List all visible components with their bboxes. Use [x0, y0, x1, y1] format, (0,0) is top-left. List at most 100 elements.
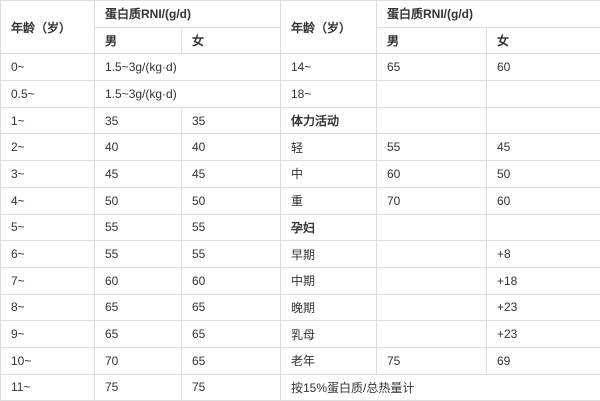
table-cell: 重 [280, 186, 377, 215]
table-row: 6~ 55 55 早期 +8 [0, 240, 600, 268]
table-cell: 5~ [0, 213, 95, 242]
table-cell: 69 [486, 346, 600, 375]
table-row: 9~ 65 65 乳母 +23 [0, 320, 600, 348]
table-cell: 65 [94, 293, 182, 322]
table-cell: 8~ [0, 293, 95, 322]
header-age: 年龄（岁） [0, 0, 95, 55]
table-cell [486, 80, 600, 108]
header-row-2: 男女男女 [1, 26, 600, 55]
table-row: 8~ 65 65 晚期 +23 [0, 293, 600, 322]
table-cell: 6~ [0, 240, 95, 268]
header-protein-rni: 蛋白质RNI/(g/d) [94, 0, 281, 28]
table-cell: 10~ [0, 346, 95, 375]
table-cell: 乳母 [280, 320, 377, 348]
table-cell [376, 266, 487, 295]
table-cell [376, 106, 487, 135]
table-cell: 3~ [0, 160, 95, 188]
table-cell: 14~ [280, 53, 377, 82]
table-cell [376, 213, 487, 242]
table-cell: 0.5~ [0, 80, 95, 108]
table-cell: 75 [94, 373, 182, 401]
table-cell: 70 [94, 346, 182, 375]
table-cell: 50 [94, 186, 182, 215]
table-cell: 早期 [280, 240, 377, 268]
table-cell [376, 293, 487, 322]
table-cell: 晚期 [280, 293, 377, 322]
header-row-1: 年龄（岁） 蛋白质RNI/(g/d) 年龄（岁） 蛋白质RNI/(g/d) [0, 0, 600, 55]
table-cell: 60 [486, 186, 600, 215]
table-cell: 4~ [0, 186, 95, 215]
header-male: 男 [94, 26, 182, 55]
table-cell [376, 240, 487, 268]
table-cell: 70 [376, 186, 487, 215]
table-cell: 孕妇 [280, 213, 377, 242]
table-cell: 75 [181, 373, 281, 401]
header-age: 年龄（岁） [280, 0, 377, 55]
table-cell: 2~ [0, 133, 95, 162]
table-row: 10~ 70 65 老年 75 69 [0, 346, 600, 375]
table-row: 5~ 55 55 孕妇 [0, 213, 600, 242]
table-cell: 1~ [0, 106, 95, 135]
table-cell [486, 213, 600, 242]
table-cell: 65 [181, 293, 281, 322]
table-cell: 1.5~3g/(kg·d) [94, 53, 281, 82]
table-cell: 55 [376, 133, 487, 162]
header-female: 女 [181, 26, 281, 55]
table-cell: 1.5~3g/(kg·d) [94, 80, 281, 108]
header-female: 女 [486, 26, 600, 55]
table-cell: 11~ [0, 373, 95, 401]
table-cell: 老年 [280, 346, 377, 375]
table-cell: 50 [486, 160, 600, 188]
table-cell [376, 320, 487, 348]
table-cell: 9~ [0, 320, 95, 348]
table-row: 0~ 1.5~3g/(kg·d) 14~ 65 60 [0, 53, 600, 82]
table-cell: 轻 [280, 133, 377, 162]
table-header: 年龄（岁） 蛋白质RNI/(g/d) 年龄（岁） 蛋白质RNI/(g/d) 男女男女 [0, 0, 600, 55]
table-cell: 45 [181, 160, 281, 188]
table-cell: 65 [181, 346, 281, 375]
table-cell: 60 [94, 266, 182, 295]
table-row: 7~ 60 60 中期 +18 [0, 266, 600, 295]
table-cell: 40 [181, 133, 281, 162]
table-cell: 中期 [280, 266, 377, 295]
table-cell: 60 [181, 266, 281, 295]
table-cell: 60 [486, 53, 600, 82]
table-cell: 65 [376, 53, 487, 82]
table-row: 0.5~ 1.5~3g/(kg·d) 18~ [0, 80, 600, 108]
table-body: 0~ 1.5~3g/(kg·d) 14~ 65 60 0.5~ 1.5~3g/(kg·d) 1… [0, 53, 600, 401]
table-cell: +23 [486, 320, 600, 348]
table-cell: 75 [376, 346, 487, 375]
table-cell: +18 [486, 266, 600, 295]
table-cell: 18~ [280, 80, 377, 108]
table-cell: 55 [94, 240, 182, 268]
table-cell: 65 [94, 320, 182, 348]
table-cell: +8 [486, 240, 600, 268]
table-cell: 45 [486, 133, 600, 162]
table-cell: 7~ [0, 266, 95, 295]
table-cell: 35 [181, 106, 281, 135]
table-cell [376, 80, 487, 108]
table-cell: 0~ [0, 53, 95, 82]
table-row: 1~ 35 35 体力活动 [0, 106, 600, 135]
table-row: 11~ 75 75 按15%蛋白质/总热量计 [0, 373, 600, 401]
table-cell: 55 [181, 213, 281, 242]
table-cell: 55 [94, 213, 182, 242]
table-cell [486, 106, 600, 135]
table-row: 3~ 45 45 中 60 50 [0, 160, 600, 188]
table-cell: 65 [181, 320, 281, 348]
table-cell: 40 [94, 133, 182, 162]
table-cell: 中 [280, 160, 377, 188]
table-cell: 体力活动 [280, 106, 377, 135]
table-cell: 55 [181, 240, 281, 268]
table-row: 2~ 40 40 轻 55 45 [0, 133, 600, 162]
table-cell: 50 [181, 186, 281, 215]
table-cell: +23 [486, 293, 600, 322]
table-cell: 35 [94, 106, 182, 135]
header-protein-rni: 蛋白质RNI/(g/d) [376, 0, 600, 28]
header-male: 男 [376, 26, 487, 55]
table-cell: 按15%蛋白质/总热量计 [280, 373, 600, 401]
table-cell: 45 [94, 160, 182, 188]
table-row: 4~ 50 50 重 70 60 [0, 186, 600, 215]
table-cell: 60 [376, 160, 487, 188]
